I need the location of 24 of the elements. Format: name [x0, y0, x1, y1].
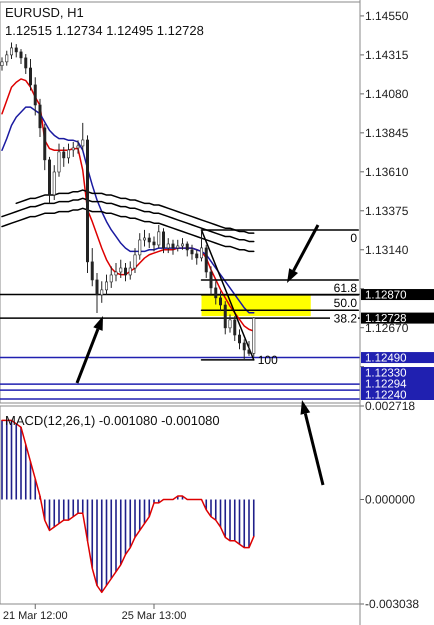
- ref-line-label: 1.12870: [365, 290, 407, 302]
- series-label: 0: [350, 231, 358, 246]
- series-label: 61.8: [334, 280, 358, 295]
- y-tick-label: 1.13375: [365, 204, 409, 218]
- text: MACD(12,26,1) -0.001080 -0.001080: [5, 413, 220, 428]
- x-tick-label: 21 Mar 12:00: [2, 610, 68, 622]
- ref-line-label: 1.12330: [365, 368, 407, 380]
- y-tick-label: 1.14550: [365, 9, 409, 24]
- series-label: 38.2: [334, 311, 358, 326]
- y-tick-label: 0.000000: [365, 492, 416, 507]
- y-tick-label: 1.14080: [365, 87, 409, 102]
- y-tick-label: 0.002718: [365, 399, 416, 414]
- text: 1.12515 1.12734 1.12495 1.12728: [5, 23, 204, 38]
- ref-line-label: 1.12294: [365, 378, 408, 391]
- ref-line-label: 1.12490: [365, 352, 407, 365]
- y-tick-label: 1.13845: [365, 126, 409, 140]
- chart-title: EURUSD, H1: [5, 5, 84, 20]
- y-tick-label: 1.13610: [365, 165, 409, 180]
- y-tick-label: 1.13140: [365, 242, 409, 257]
- y-tick-label: -0.003038: [365, 597, 420, 612]
- x-tick-label: 25 Mar 13:00: [122, 610, 186, 622]
- y-tick-label: 1.14315: [365, 48, 409, 62]
- series-label: 50.0: [334, 296, 358, 310]
- ref-line-label: 1.12240: [365, 390, 407, 402]
